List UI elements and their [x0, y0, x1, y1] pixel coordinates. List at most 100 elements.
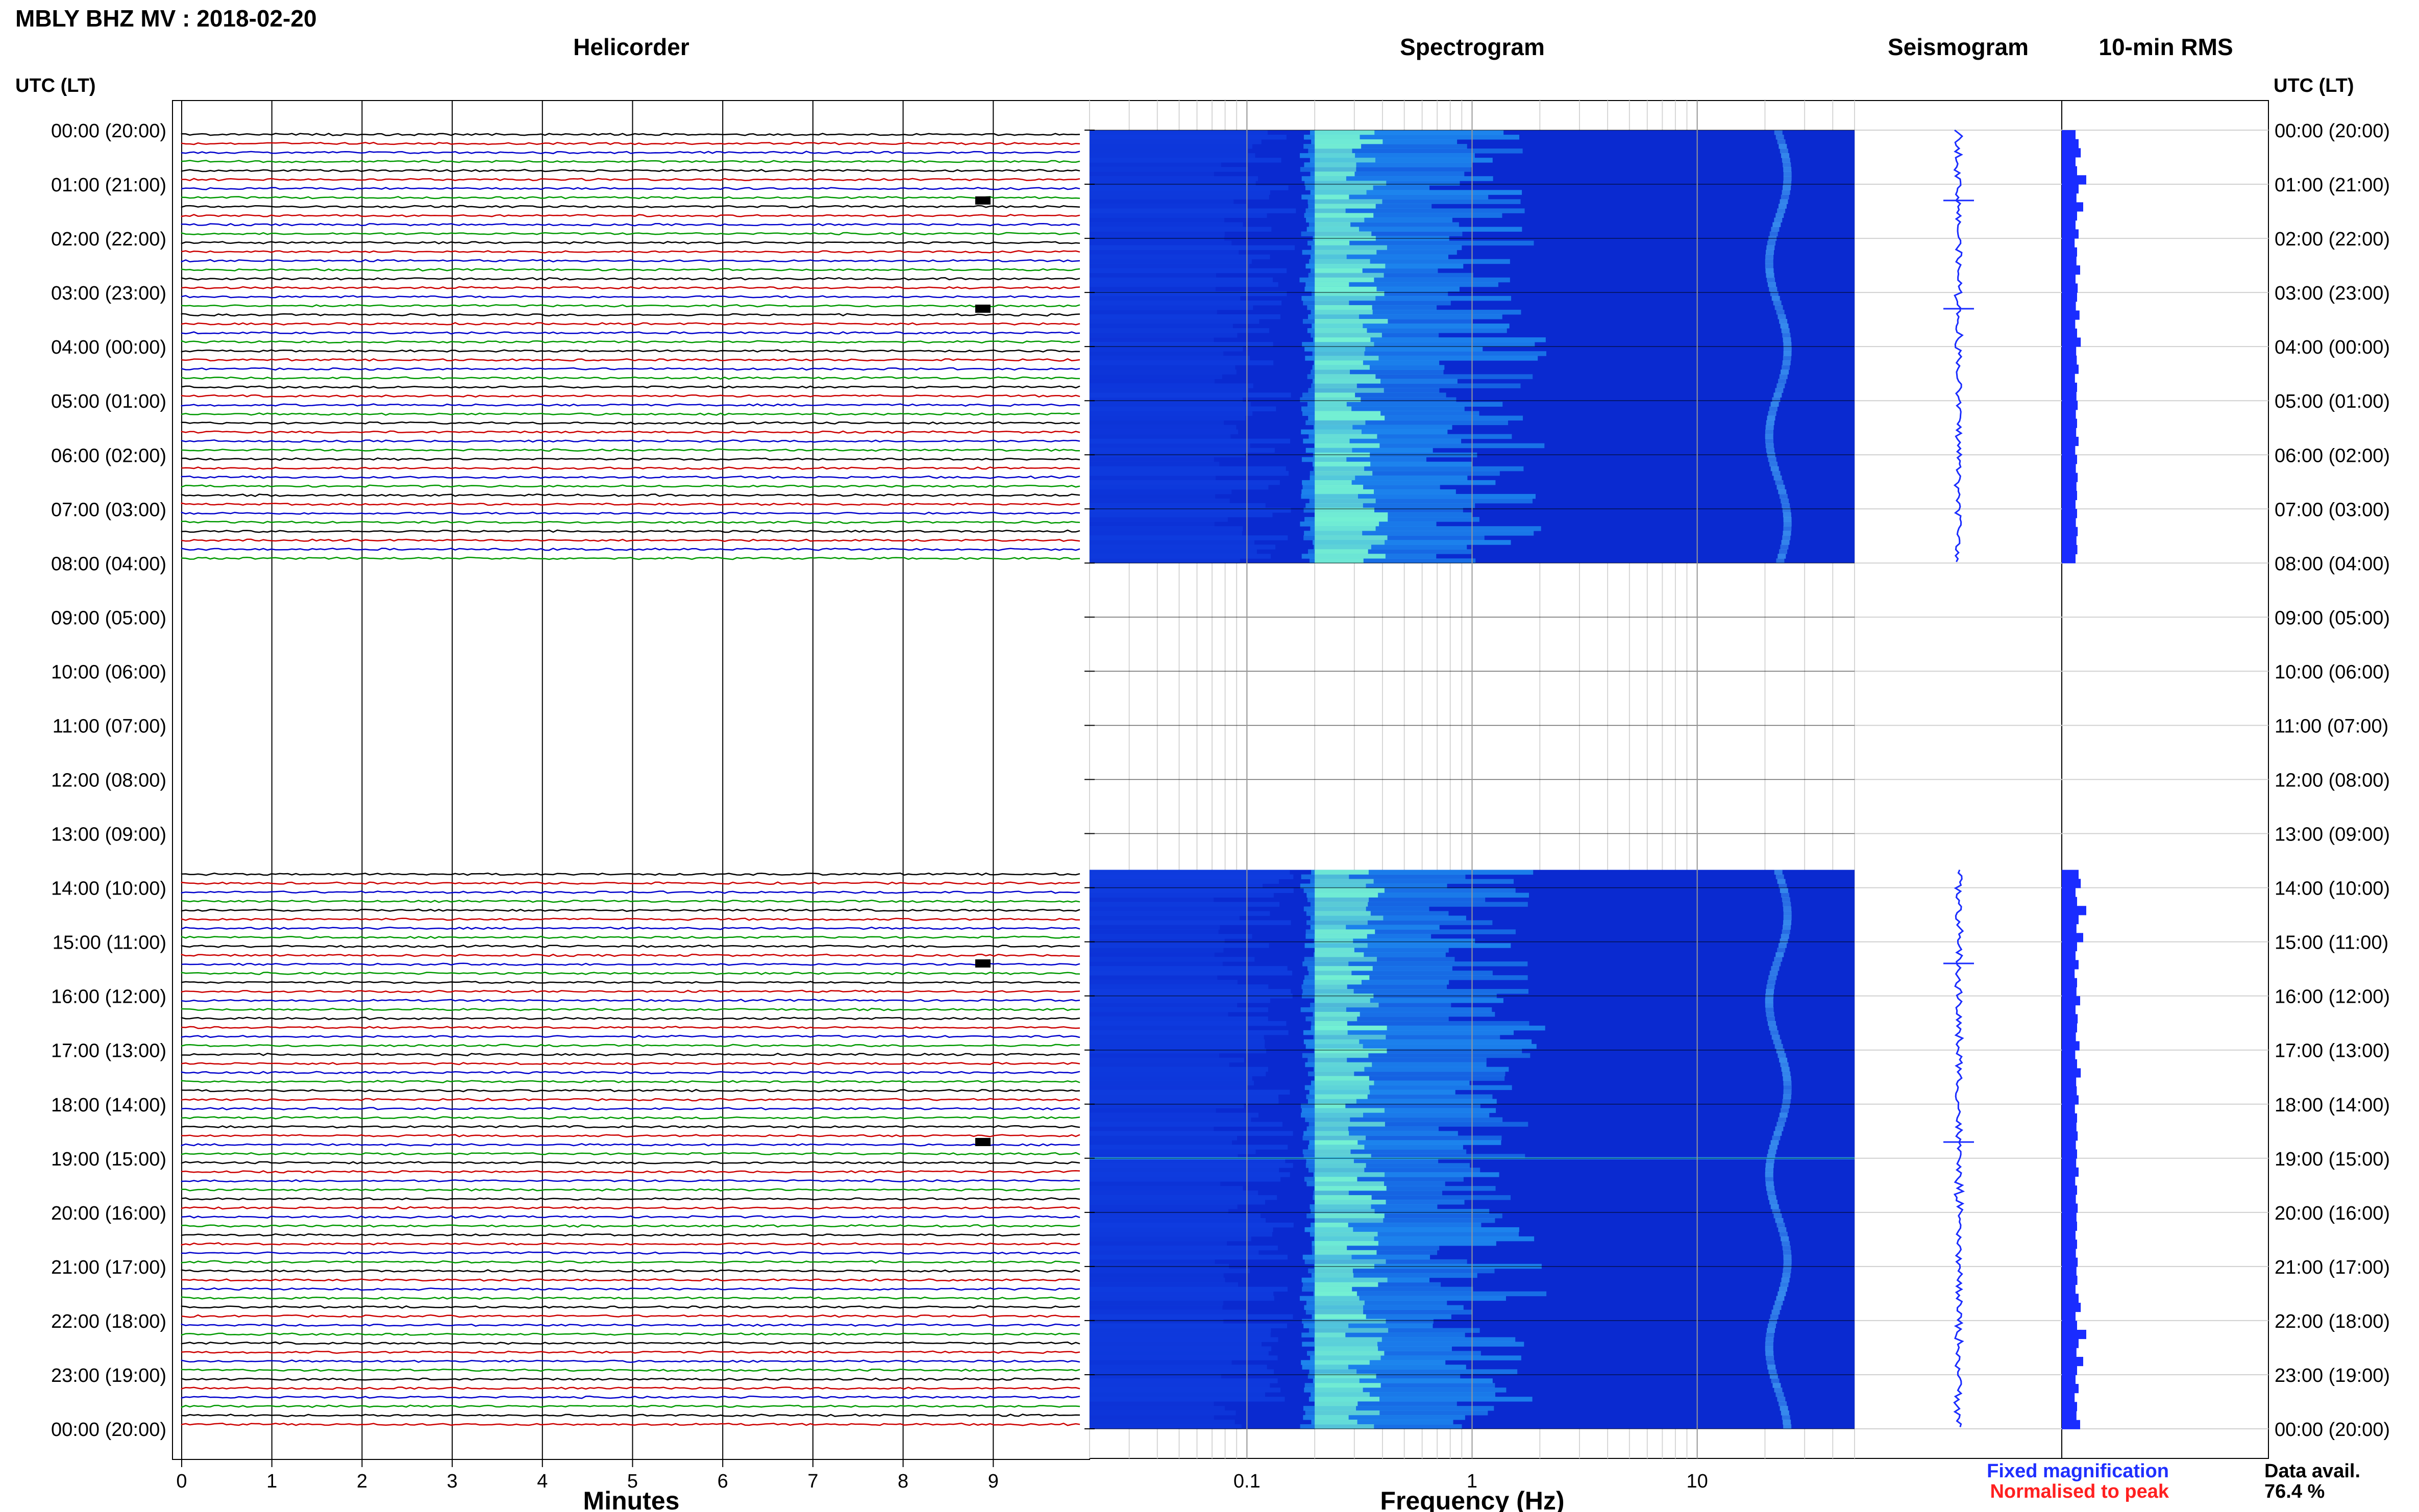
- spectrogram-row: [1310, 526, 1541, 531]
- time-tick-label-left: 00:00 (20:00): [51, 120, 166, 142]
- time-tick-label-left: 04:00 (00:00): [51, 337, 166, 358]
- helicorder-trace: [181, 980, 1080, 984]
- spectrogram-row: [1783, 171, 1792, 177]
- minute-tick-label: 5: [627, 1471, 638, 1492]
- spectrogram-row: [1090, 1076, 1252, 1081]
- spectrogram-row: [1315, 1034, 1386, 1040]
- rms-bar: [2062, 1023, 2077, 1033]
- spectrogram-row: [1090, 1342, 1262, 1347]
- spectrogram-row: [1309, 498, 1533, 504]
- spectrogram-row: [1777, 948, 1786, 953]
- time-tick-label-right: 04:00 (00:00): [2275, 337, 2390, 358]
- spectrogram-row: [1309, 259, 1510, 264]
- spectrogram-row: [1090, 883, 1263, 889]
- rms-bar: [2062, 987, 2077, 997]
- minute-tick-label: 8: [898, 1471, 908, 1492]
- spectrogram-row: [1090, 1273, 1224, 1278]
- spectrogram-row: [1781, 1067, 1790, 1072]
- rms-bar: [2062, 897, 2077, 906]
- rms-bar: [2062, 319, 2076, 329]
- spectrogram-row: [1768, 1369, 1777, 1374]
- spectrogram-row: [1090, 1319, 1224, 1324]
- spectrogram-row: [1766, 1011, 1774, 1017]
- helicorder-trace: [181, 1052, 1080, 1056]
- spectrogram-row: [1765, 429, 1773, 435]
- spectrogram-row: [1299, 277, 1510, 283]
- spectrogram-row: [1781, 893, 1790, 898]
- helicorder-trace: [181, 484, 1080, 488]
- spectrogram-row: [1302, 1149, 1467, 1154]
- spectrogram-row: [1776, 1122, 1785, 1127]
- spectrogram-row: [1311, 1392, 1495, 1397]
- spectrogram-row: [1090, 558, 1240, 563]
- spectrogram-row: [1090, 153, 1255, 158]
- rms-bar: [2062, 1402, 2077, 1411]
- spectrogram-row: [1776, 383, 1785, 388]
- helicorder-trace: [181, 1080, 1080, 1083]
- spectrogram-row: [1090, 162, 1221, 167]
- minute-tick-label: 2: [357, 1471, 367, 1492]
- spectrogram-row: [1315, 369, 1350, 375]
- helicorder-trace: [181, 1206, 1080, 1210]
- spectrogram-row: [1090, 470, 1289, 476]
- spectrogram-row: [1315, 522, 1379, 527]
- helicorder-trace: [181, 340, 1080, 344]
- spectrogram-row: [1314, 1236, 1535, 1242]
- rms-bar: [2062, 906, 2086, 915]
- spectrogram-row: [1090, 1195, 1277, 1200]
- spectrogram-row: [1090, 980, 1238, 985]
- minute-tick-label: 6: [718, 1471, 728, 1492]
- spectrogram-row: [1303, 535, 1485, 540]
- spectrogram-row: [1090, 1277, 1225, 1283]
- spectrogram-row: [1777, 139, 1786, 144]
- spectrogram-row: [1765, 425, 1774, 430]
- spectrogram-row: [1315, 356, 1379, 361]
- panel-title-spectrogram: Spectrogram: [1400, 34, 1545, 60]
- spectrogram-row: [1304, 213, 1502, 218]
- rms-bar: [2062, 527, 2078, 536]
- spectrogram-row: [1766, 245, 1775, 251]
- rms-bar: [2062, 202, 2083, 212]
- spectrogram-row: [1090, 1337, 1278, 1342]
- spectrogram-row: [1780, 1062, 1789, 1068]
- spectrogram-row: [1766, 1328, 1775, 1333]
- time-tick-label-left: 06:00 (02:00): [51, 445, 166, 466]
- spectrogram-row: [1315, 153, 1355, 158]
- rms-bar: [2062, 1050, 2076, 1060]
- spectrogram-row: [1315, 934, 1367, 939]
- spectrogram-row: [1315, 906, 1366, 911]
- frequency-tick-label: 1: [1467, 1471, 1477, 1492]
- spectrogram-row: [1783, 902, 1791, 907]
- spectrogram-row: [1765, 1346, 1773, 1351]
- spectrogram-row: [1315, 1145, 1365, 1150]
- spectrogram-row: [1090, 984, 1269, 989]
- helicorder-trace: [181, 259, 1080, 263]
- spectrogram-row: [1765, 1002, 1773, 1008]
- spectrogram-row: [1090, 1154, 1238, 1159]
- frequency-tick-label: 10: [1687, 1471, 1708, 1492]
- spectrogram-row: [1304, 975, 1528, 980]
- spectrogram-row: [1315, 1011, 1360, 1017]
- spectrogram-row: [1315, 938, 1353, 944]
- rms-bar: [2062, 1221, 2077, 1231]
- spectrogram-row: [1783, 1254, 1792, 1260]
- spectrogram-row: [1090, 1131, 1293, 1136]
- rms-bar: [2062, 139, 2079, 148]
- spectrogram-row: [1315, 282, 1349, 287]
- spectrogram-row: [1768, 975, 1777, 980]
- helicorder-trace: [181, 1197, 1080, 1201]
- spectrogram-row: [1090, 948, 1224, 953]
- spectrogram-row: [1765, 1172, 1773, 1177]
- rms-bar: [2062, 1356, 2083, 1367]
- spectrogram-row: [1090, 346, 1243, 352]
- x-axis-label-frequency: Frequency (Hz): [1380, 1486, 1564, 1512]
- spectrogram-row: [1090, 975, 1218, 980]
- spectrogram-row: [1301, 874, 1466, 880]
- rms-bar: [2062, 1194, 2076, 1204]
- spectrogram-row: [1783, 1080, 1792, 1086]
- time-tick-label-right: 12:00 (08:00): [2275, 770, 2390, 791]
- spectrogram-row: [1090, 245, 1295, 251]
- time-tick-label-right: 21:00 (17:00): [2275, 1257, 2390, 1278]
- rms-bar: [2062, 1302, 2081, 1312]
- spectrogram-row: [1315, 915, 1384, 921]
